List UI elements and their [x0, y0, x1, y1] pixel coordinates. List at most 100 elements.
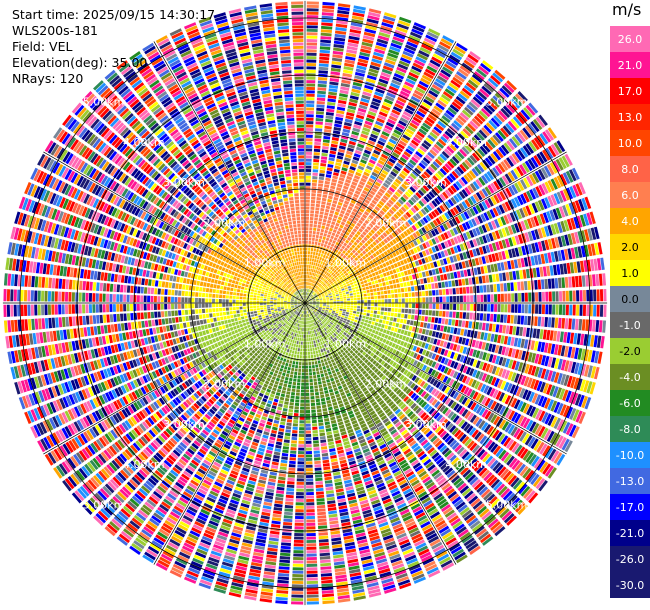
velocity-gate	[321, 201, 326, 205]
velocity-gate	[378, 319, 383, 324]
velocity-gate	[487, 100, 498, 110]
velocity-gate	[386, 220, 392, 227]
velocity-gate	[377, 221, 383, 227]
velocity-gate	[419, 145, 428, 153]
velocity-gate	[345, 197, 351, 202]
velocity-gate	[385, 163, 393, 170]
velocity-gate	[364, 248, 369, 253]
velocity-gate	[436, 75, 448, 84]
velocity-gate	[520, 109, 531, 121]
velocity-gate	[346, 236, 352, 241]
velocity-gate	[369, 202, 376, 208]
velocity-gate	[310, 286, 313, 290]
velocity-gate	[317, 224, 322, 229]
velocity-gate	[421, 74, 433, 83]
velocity-gate	[403, 47, 416, 55]
velocity-gate	[576, 304, 580, 316]
velocity-gate	[538, 304, 542, 314]
velocity-gate	[391, 298, 395, 303]
velocity-gate	[392, 76, 403, 83]
velocity-gate	[332, 279, 336, 283]
velocity-gate	[322, 383, 327, 388]
velocity-gate	[371, 101, 381, 107]
velocity-gate	[334, 390, 339, 395]
velocity-gate	[465, 56, 477, 66]
velocity-gate	[442, 191, 449, 199]
velocity-gate	[324, 251, 328, 255]
velocity-gate	[595, 273, 600, 286]
velocity-gate	[310, 247, 314, 252]
velocity-gate	[306, 8, 319, 12]
velocity-gate	[407, 199, 415, 206]
velocity-gate	[424, 95, 435, 104]
velocity-gate	[422, 40, 435, 49]
velocity-gate	[341, 245, 346, 250]
velocity-gate	[339, 310, 343, 313]
velocity-gate	[532, 328, 537, 339]
velocity-gate	[447, 57, 459, 66]
velocity-gate	[326, 282, 330, 285]
velocity-gate	[305, 189, 311, 193]
velocity-gate	[460, 328, 465, 336]
velocity-gate	[341, 188, 348, 194]
velocity-gate	[342, 218, 347, 223]
velocity-gate	[385, 281, 390, 286]
velocity-gate	[378, 137, 387, 144]
velocity-gate	[351, 130, 360, 136]
velocity-gate	[425, 310, 429, 316]
velocity-gate	[322, 269, 326, 274]
velocity-gate	[305, 292, 307, 296]
velocity-gate	[341, 229, 346, 234]
velocity-gate	[466, 104, 476, 114]
velocity-gate	[333, 214, 338, 219]
velocity-gate	[336, 219, 341, 224]
velocity-gate	[311, 241, 315, 245]
velocity-gate	[572, 290, 576, 302]
velocity-gate	[318, 342, 321, 346]
velocity-gate	[329, 363, 333, 368]
velocity-gate	[339, 195, 346, 200]
velocity-gate	[356, 249, 362, 254]
velocity-gate	[350, 303, 354, 306]
velocity-gate	[306, 35, 318, 39]
velocity-gate	[306, 42, 318, 46]
velocity-gate	[327, 403, 332, 408]
velocity-gate	[353, 300, 357, 303]
velocity-gate	[324, 129, 332, 133]
velocity-gate	[401, 153, 410, 161]
velocity-gate	[366, 225, 372, 231]
velocity-gate	[305, 300, 308, 303]
velocity-gate	[323, 305, 327, 307]
velocity-gate	[387, 325, 392, 331]
velocity-gate	[305, 295, 307, 299]
velocity-gate	[331, 221, 336, 226]
velocity-gate	[453, 303, 457, 310]
velocity-gate	[548, 291, 552, 302]
velocity-gate	[377, 114, 387, 121]
velocity-gate	[370, 61, 381, 68]
velocity-gate	[368, 8, 382, 15]
velocity-gate	[353, 295, 357, 298]
velocity-gate	[323, 278, 326, 282]
velocity-gate	[343, 305, 347, 308]
velocity-gate	[366, 240, 372, 245]
velocity-gate	[395, 162, 404, 169]
velocity-gate	[371, 152, 379, 159]
velocity-gate	[490, 75, 501, 85]
velocity-gate	[344, 200, 350, 205]
velocity-gate	[485, 102, 496, 113]
velocity-gate	[341, 268, 346, 272]
velocity-gate	[343, 318, 347, 322]
velocity-gate	[313, 262, 316, 266]
velocity-gate	[312, 337, 315, 341]
velocity-gate	[349, 256, 354, 261]
velocity-gate	[578, 275, 583, 287]
velocity-gate	[330, 395, 336, 400]
velocity-gate	[418, 210, 424, 218]
velocity-gate	[504, 304, 508, 313]
velocity-gate	[365, 275, 370, 279]
velocity-gate	[435, 78, 446, 87]
velocity-gate	[377, 35, 390, 42]
velocity-gate	[345, 291, 350, 294]
velocity-gate	[374, 206, 381, 212]
